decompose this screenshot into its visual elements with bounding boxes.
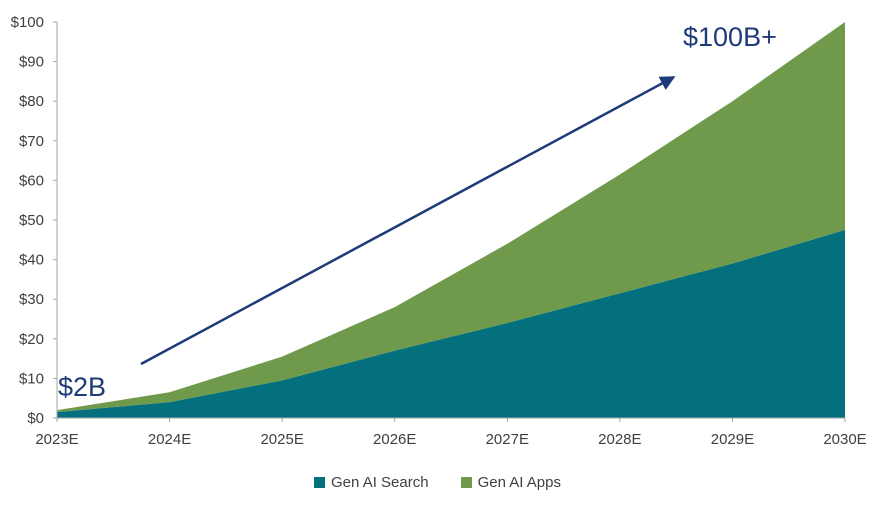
area-series-gen-ai-apps — [57, 22, 845, 413]
x-tick-label: 2030E — [823, 431, 866, 448]
y-axis-ticks: $0 $10 $20 $30 $40 $50 $60 $70 $80 $90 $100 — [11, 14, 57, 427]
x-tick-label: 2026E — [373, 431, 416, 448]
legend-label-search: Gen AI Search — [331, 474, 429, 491]
legend-swatch-search — [314, 477, 326, 488]
y-tick-label: $60 — [19, 172, 44, 189]
y-tick-label: $90 — [19, 54, 44, 71]
area-series-gen-ai-search — [57, 229, 845, 418]
start-value-annotation: $2B — [58, 372, 106, 402]
x-tick-label: 2025E — [260, 431, 303, 448]
end-value-annotation: $100B+ — [683, 22, 777, 52]
trend-arrow — [140, 75, 676, 366]
y-tick-label: $70 — [19, 133, 44, 150]
y-tick-label: $10 — [19, 370, 44, 387]
y-tick-label: $0 — [27, 410, 44, 427]
y-tick-label: $100 — [11, 14, 44, 31]
y-tick-label: $30 — [19, 291, 44, 308]
x-axis-ticks: 2023E 2024E 2025E 2026E 2027E 2028E 2029E 2030E — [35, 418, 867, 448]
x-tick-label: 2029E — [711, 431, 754, 448]
y-tick-label: $20 — [19, 331, 44, 348]
y-tick-label: $40 — [19, 252, 44, 269]
plot-areas — [57, 22, 845, 418]
x-tick-label: 2024E — [148, 431, 191, 448]
x-tick-label: 2028E — [598, 431, 641, 448]
legend-swatch-apps — [460, 477, 472, 488]
legend-item-search: Gen AI Search — [314, 474, 429, 491]
y-tick-label: $80 — [19, 93, 44, 110]
x-tick-label: 2027E — [486, 431, 529, 448]
stacked-area-chart: $0$10$20$30$40$50$60$70$80$90$100 2023E 2… — [11, 14, 867, 448]
legend-label-apps: Gen AI Apps — [477, 474, 561, 491]
chart-legend: Gen AI Search Gen AI Apps — [0, 474, 875, 491]
x-tick-label: 2023E — [35, 431, 78, 448]
legend-item-apps: Gen AI Apps — [460, 474, 561, 491]
y-tick-label: $50 — [19, 212, 44, 229]
